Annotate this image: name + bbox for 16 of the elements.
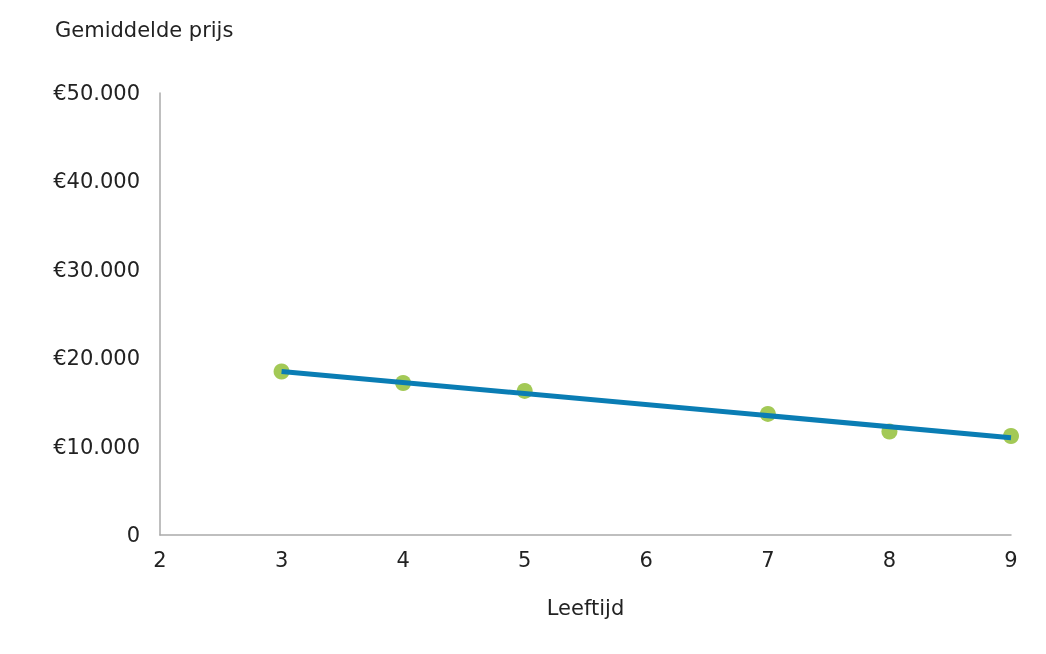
y-tick-label: €10.000 (53, 434, 140, 459)
x-axis-title: Leeftijd (546, 595, 625, 620)
x-tick-label: 9 (1004, 547, 1018, 572)
y-tick-label: €50.000 (53, 81, 140, 105)
x-tick-label: 5 (518, 547, 532, 572)
y-axis-title: Gemiddelde prijs (55, 17, 234, 42)
x-tick-label: 8 (882, 547, 897, 572)
y-tick-label: 0 (126, 523, 140, 547)
x-tick-label: 4 (396, 547, 410, 572)
x-tick-label: 7 (761, 547, 775, 572)
y-tick-label: €40.000 (53, 169, 140, 194)
x-tick-label: 3 (274, 547, 289, 572)
x-tick-label: 6 (639, 547, 653, 572)
y-tick-label: €20.000 (53, 346, 140, 371)
y-tick-label: €30.000 (53, 257, 140, 282)
x-tick-label: 2 (153, 547, 167, 572)
